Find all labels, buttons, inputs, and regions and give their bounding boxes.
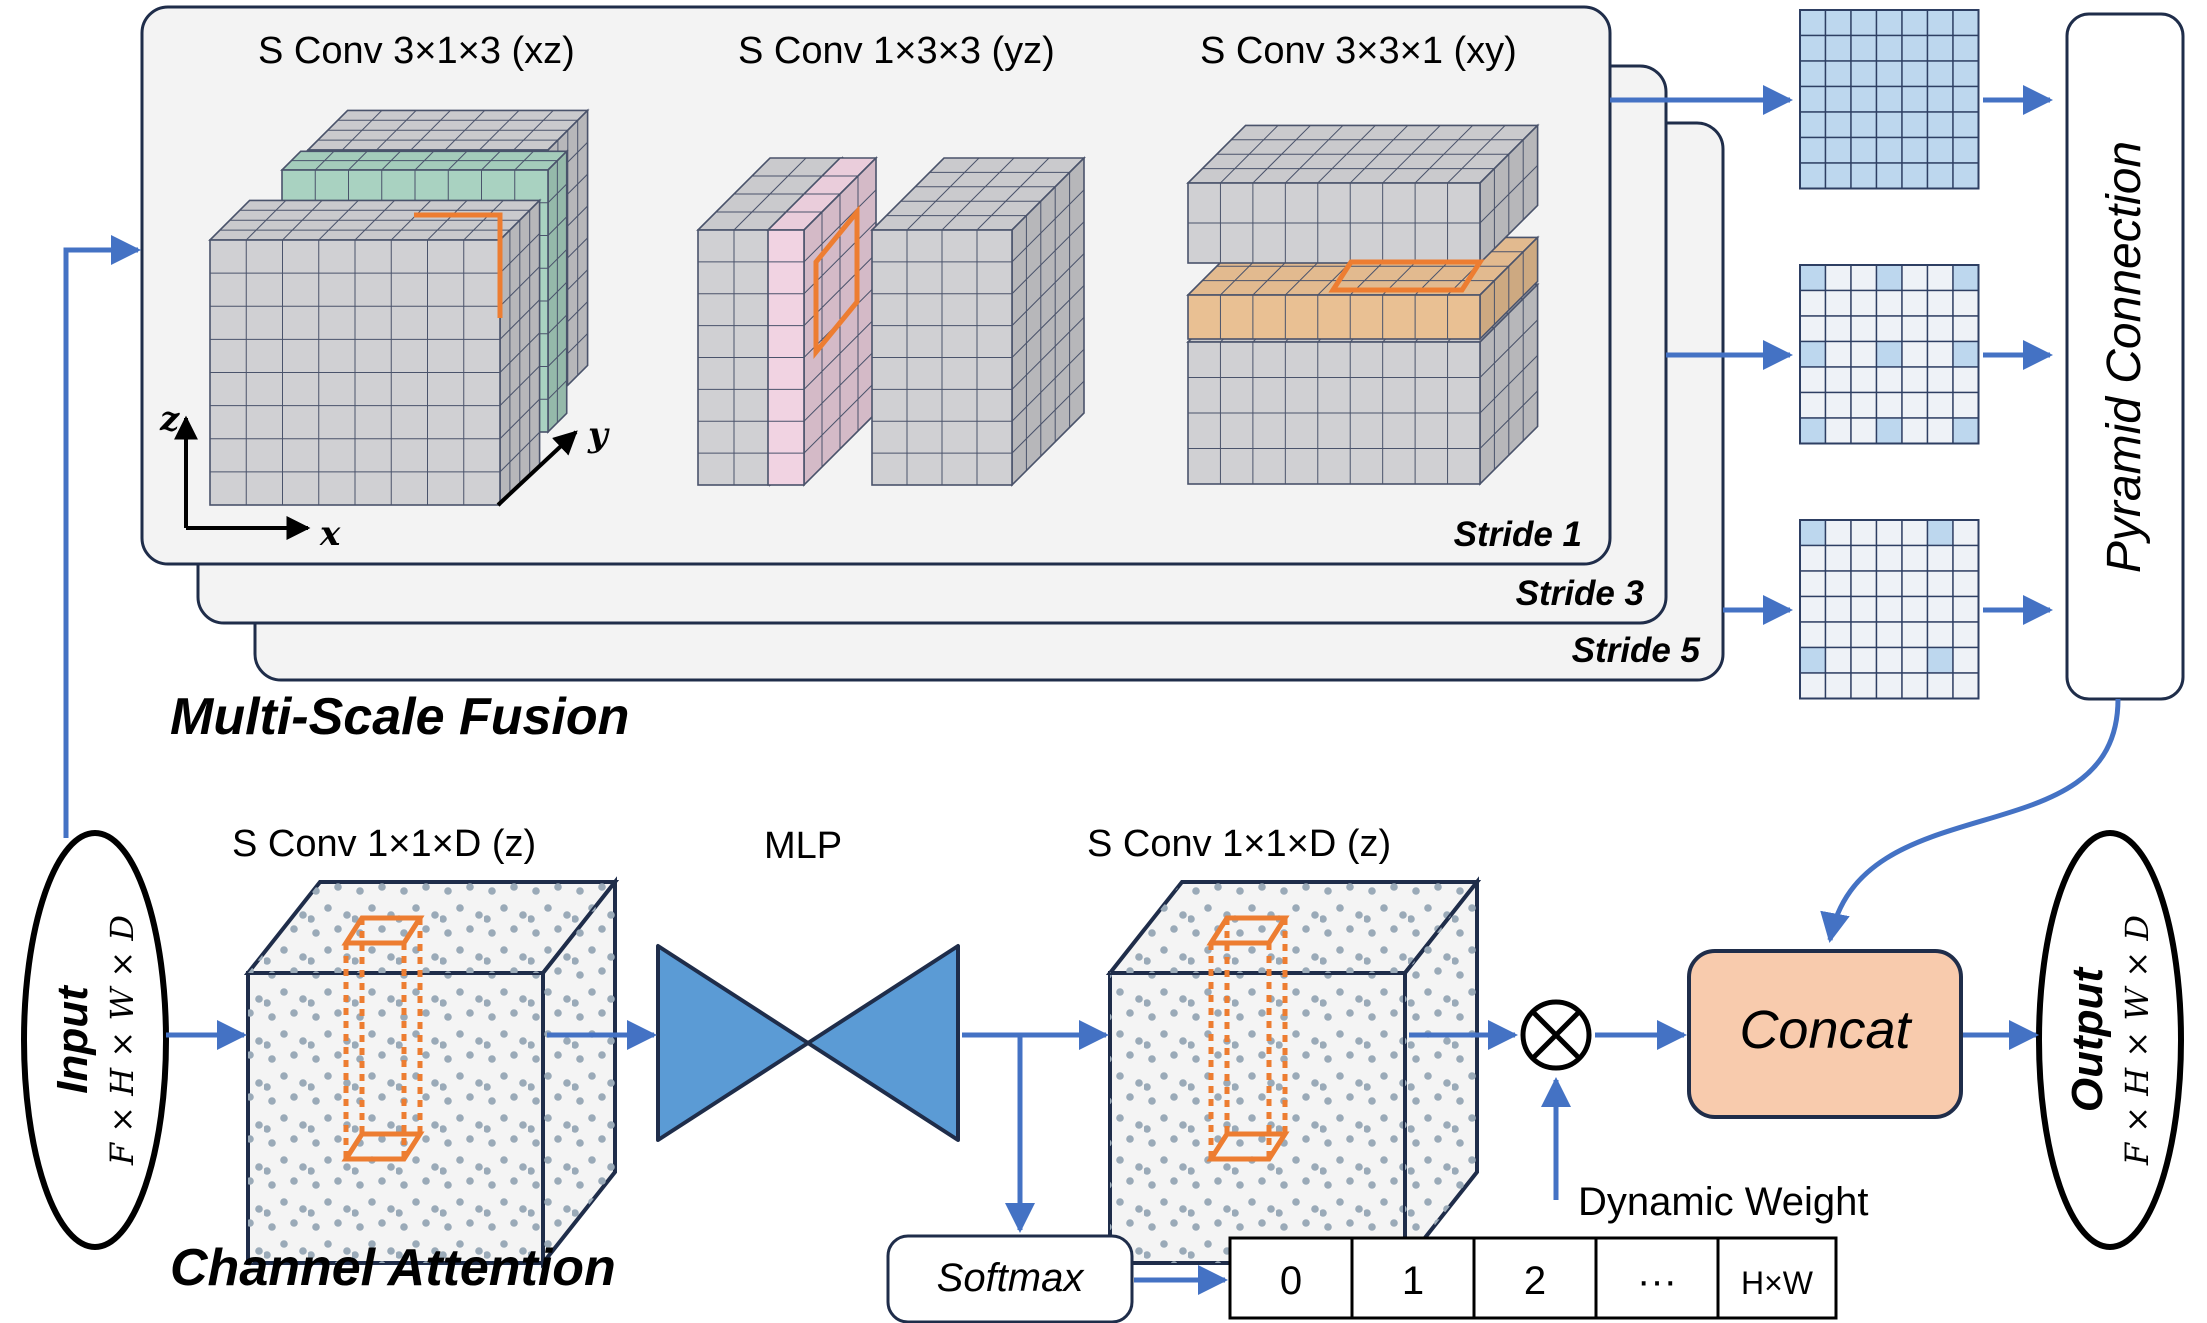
axis-x-label: x (319, 514, 341, 554)
stride1-label: Stride 1 (1454, 515, 1582, 554)
axis-y-label: y (587, 415, 610, 455)
xy-kernel-outline (1328, 259, 1485, 293)
weight-cell (1594, 1236, 1720, 1320)
weight-cell (1716, 1236, 1838, 1320)
yz-right-block (870, 156, 1086, 487)
concat-box (1687, 949, 1963, 1119)
yz-kernel-outline (813, 205, 860, 359)
concat-label: Concat (1739, 1000, 1912, 1060)
xz-front-block (208, 198, 542, 507)
channel-attention-title: Channel Attention (170, 1239, 616, 1297)
input-title: Input (48, 984, 97, 1094)
softmax-box (886, 1234, 1134, 1323)
stride3-label: Stride 3 (1516, 574, 1645, 613)
xy-orange-slice (1186, 235, 1540, 341)
stride-grids (1799, 9, 1980, 700)
stride5-label: Stride 5 (1572, 631, 1701, 670)
ca-conv-right-label: S Conv 1×1×D (z) (1087, 823, 1391, 865)
pyramid-to-concat-arrow (1820, 698, 2121, 943)
weight-cell-label: H×W (1741, 1265, 1814, 1301)
conv-yz-label: S Conv 1×3×3 (yz) (738, 30, 1055, 72)
stride3-grid (1799, 264, 1980, 445)
pyramid-connection-label: Pyramid Connection (2098, 141, 2151, 573)
input-to-multiscale-arrow (63, 235, 141, 838)
output-node (2036, 830, 2184, 1250)
conv-xz-label: S Conv 3×1×3 (xz) (258, 30, 575, 72)
xy-top-block (1186, 123, 1540, 265)
dynamic-weight-row: 0 1 2 ··· H×W (1228, 1236, 1838, 1320)
output-shape: F × H × W × D (2118, 915, 2156, 1166)
conv-xy-label: S Conv 3×3×1 (xy) (1200, 30, 1517, 72)
xz-kernel-outline (414, 212, 503, 318)
weight-cell-label: ··· (1637, 1259, 1677, 1303)
input-node (21, 830, 169, 1250)
ca-left-cube (243, 876, 620, 1269)
input-shape: F × H × W × D (103, 915, 141, 1166)
output-title: Output (2063, 966, 2112, 1113)
ca-right-cube (1105, 876, 1482, 1269)
weight-cell (1228, 1236, 1354, 1320)
multi-scale-title: Multi-Scale Fusion (170, 688, 629, 746)
conv-cubes (208, 108, 1540, 507)
ca-mlp-label: MLP (764, 825, 842, 867)
axis-indicator: z x y (159, 399, 610, 554)
weight-cell (1350, 1236, 1476, 1320)
weight-cell-label: 0 (1280, 1259, 1302, 1303)
weight-cell-label: 2 (1524, 1259, 1546, 1303)
stride1-grid (1799, 9, 1980, 190)
mlp-shape (656, 944, 960, 1142)
pyramid-connection-box (2065, 12, 2185, 701)
softmax-label: Softmax (937, 1256, 1086, 1300)
multiply-node (1520, 999, 1592, 1071)
weight-cell-label: 1 (1402, 1259, 1424, 1303)
dynamic-weight-label: Dynamic Weight (1578, 1180, 1868, 1224)
ca-conv-left-label: S Conv 1×1×D (z) (232, 823, 536, 865)
axis-z-label: z (159, 399, 180, 439)
stride5-grid (1799, 519, 1980, 700)
ca-arrows (166, 1020, 2039, 1295)
stride-connectors (1610, 85, 2053, 625)
